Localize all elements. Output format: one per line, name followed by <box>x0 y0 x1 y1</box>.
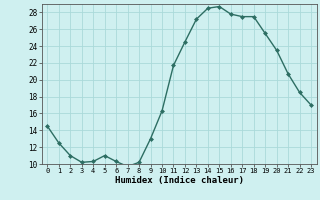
X-axis label: Humidex (Indice chaleur): Humidex (Indice chaleur) <box>115 176 244 185</box>
